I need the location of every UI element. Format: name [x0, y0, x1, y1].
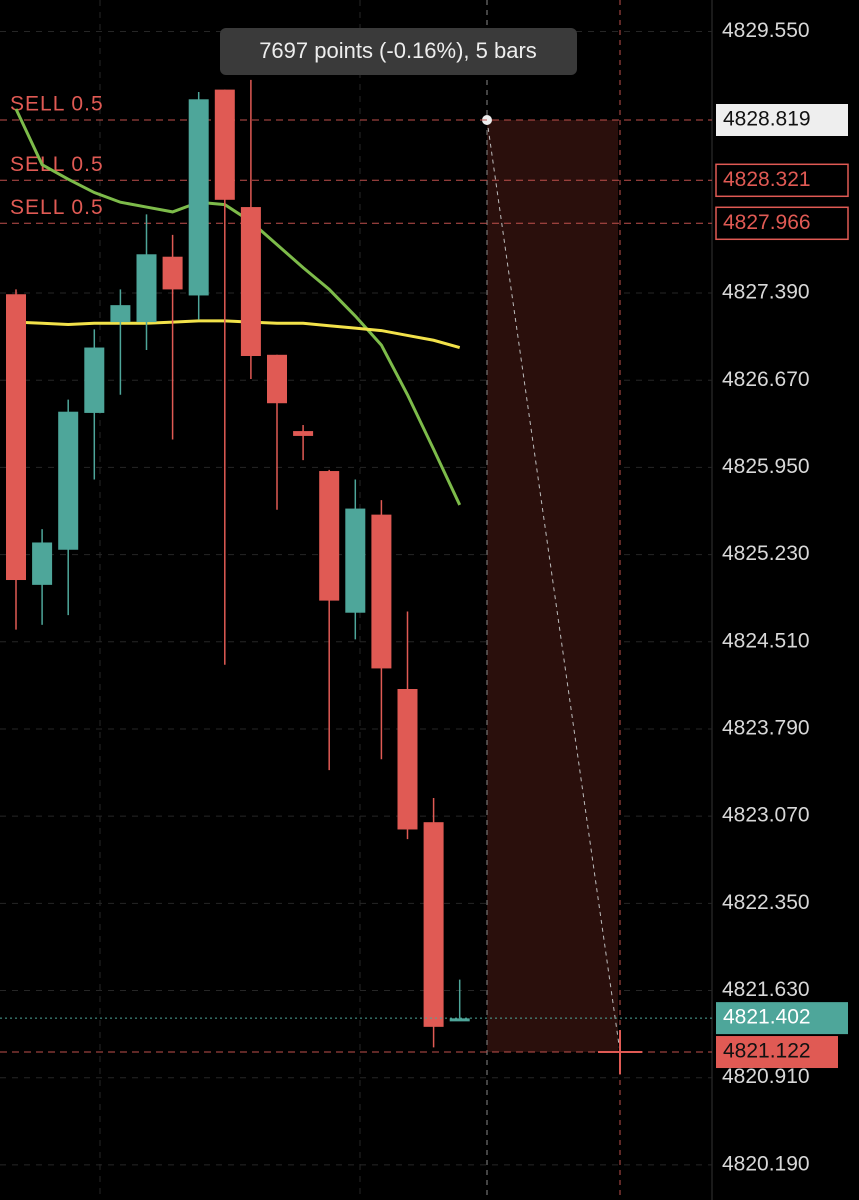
candle-body [345, 508, 366, 613]
candle-body [188, 99, 209, 296]
price-box [715, 163, 849, 198]
candle-body [6, 294, 26, 581]
ma-line [15, 319, 461, 349]
y-tick-label: 4825.950 [722, 455, 810, 478]
candle-body [267, 354, 287, 404]
candle-body [162, 256, 183, 290]
candle-body [319, 471, 340, 601]
candle-body [136, 254, 157, 323]
candle-body [214, 89, 235, 200]
candle-body [293, 431, 314, 436]
candle-body [423, 822, 444, 1027]
cursor-price-label: 4821.122 [723, 1040, 811, 1063]
candle-body [58, 411, 79, 550]
candle-body [240, 207, 261, 357]
measure-area [487, 120, 618, 1053]
measure-tooltip [220, 28, 577, 75]
price-box [716, 104, 848, 136]
order-label: SELL 0.5 [10, 153, 104, 176]
candle-body [449, 1018, 470, 1022]
price-box [716, 1036, 838, 1069]
measure-text: 7697 points (-0.16%), 5 bars [259, 38, 537, 63]
y-tick-label: 4823.790 [722, 717, 810, 740]
price-box [716, 1002, 848, 1035]
price-label: 4828.819 [723, 108, 811, 131]
price-label: 4827.966 [723, 211, 811, 234]
y-tick-label: 4826.670 [722, 368, 810, 391]
y-tick-label: 4820.190 [722, 1152, 810, 1175]
y-tick-label: 4821.630 [722, 978, 810, 1001]
order-label: SELL 0.5 [10, 196, 104, 219]
y-tick-label: 4829.550 [722, 19, 810, 42]
y-tick-label: 4823.070 [722, 804, 810, 827]
price-box [715, 206, 849, 241]
candle-body [371, 514, 392, 669]
y-tick-label: 4824.510 [722, 629, 810, 652]
y-tick-label: 4820.910 [722, 1065, 810, 1088]
candle-body [84, 347, 105, 413]
measure-diagonal [486, 119, 621, 1053]
candle-body [32, 542, 53, 585]
y-tick-label: 4822.350 [722, 891, 810, 914]
y-tick-label: 4825.230 [722, 542, 810, 565]
ma-line [14, 108, 462, 506]
price-label: 4828.321 [723, 168, 811, 191]
current-price-label: 4821.402 [723, 1006, 811, 1029]
candle-body [110, 305, 131, 323]
order-label: SELL 0.5 [10, 93, 104, 116]
candle-body [397, 689, 418, 830]
y-tick-label: 4827.390 [722, 281, 810, 304]
